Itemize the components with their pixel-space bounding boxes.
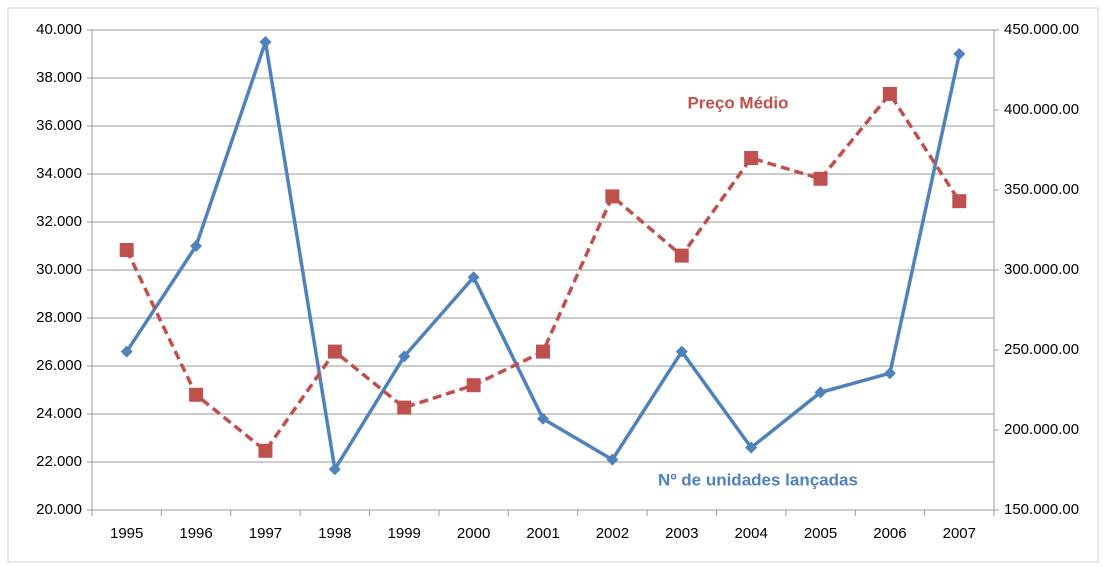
y-tick-label: 22.000 (36, 453, 82, 470)
y2-tick-label: 150.000.00 (1004, 501, 1079, 518)
y-tick-label: 28.000 (36, 309, 82, 326)
marker (674, 248, 689, 263)
marker (120, 345, 133, 358)
x-tick-label: 1997 (249, 525, 282, 542)
marker (744, 151, 759, 165)
x-tick-label: 2004 (734, 525, 767, 542)
y-tick-label: 40.000 (36, 21, 82, 38)
y-tick-label: 34.000 (36, 165, 82, 182)
marker (328, 463, 341, 476)
y-tick-label: 36.000 (36, 117, 82, 134)
marker (606, 453, 619, 466)
marker (397, 400, 412, 415)
y-tick-label: 20.000 (36, 501, 82, 518)
x-tick-label: 1996 (179, 525, 212, 542)
marker (119, 243, 134, 257)
marker (745, 441, 758, 454)
x-tick-label: 2000 (457, 525, 490, 542)
marker (883, 367, 896, 380)
marker (327, 344, 342, 359)
marker (953, 48, 966, 60)
x-tick-label: 2001 (526, 525, 559, 542)
marker (813, 171, 828, 186)
marker (952, 194, 967, 209)
y-tick-label: 38.000 (36, 69, 82, 86)
y2-tick-label: 350.000.00 (1004, 181, 1079, 198)
marker (675, 345, 688, 358)
marker (259, 36, 272, 48)
y2-tick-label: 400.000.00 (1004, 101, 1079, 118)
marker (190, 240, 203, 252)
x-tick-label: 1995 (110, 525, 143, 542)
marker (258, 443, 273, 458)
x-tick-label: 1999 (388, 525, 421, 542)
x-tick-label: 2007 (943, 525, 976, 542)
series-label: Nº de unidades lançadas (658, 470, 858, 489)
series-label: Preço Médio (687, 93, 788, 112)
y2-tick-label: 450.000.00 (1004, 21, 1079, 38)
marker (882, 87, 897, 101)
x-tick-label: 1998 (318, 525, 351, 542)
y-tick-label: 32.000 (36, 213, 82, 230)
x-tick-label: 2005 (804, 525, 837, 542)
y-tick-label: 24.000 (36, 405, 82, 422)
y2-tick-label: 200.000.00 (1004, 421, 1079, 438)
y-tick-label: 30.000 (36, 261, 82, 278)
x-tick-label: 2002 (596, 525, 629, 542)
chart-frame (7, 7, 1099, 563)
y2-tick-label: 250.000.00 (1004, 341, 1079, 358)
y-tick-label: 26.000 (36, 357, 82, 374)
marker (814, 386, 827, 399)
marker (536, 344, 550, 359)
marker (537, 412, 549, 425)
x-tick-label: 2006 (873, 525, 906, 542)
marker (398, 350, 411, 363)
y2-tick-label: 300.000.00 (1004, 261, 1079, 278)
marker (189, 387, 204, 402)
marker (605, 189, 620, 204)
marker (466, 378, 481, 393)
x-tick-label: 2003 (665, 525, 698, 542)
marker (467, 271, 480, 284)
